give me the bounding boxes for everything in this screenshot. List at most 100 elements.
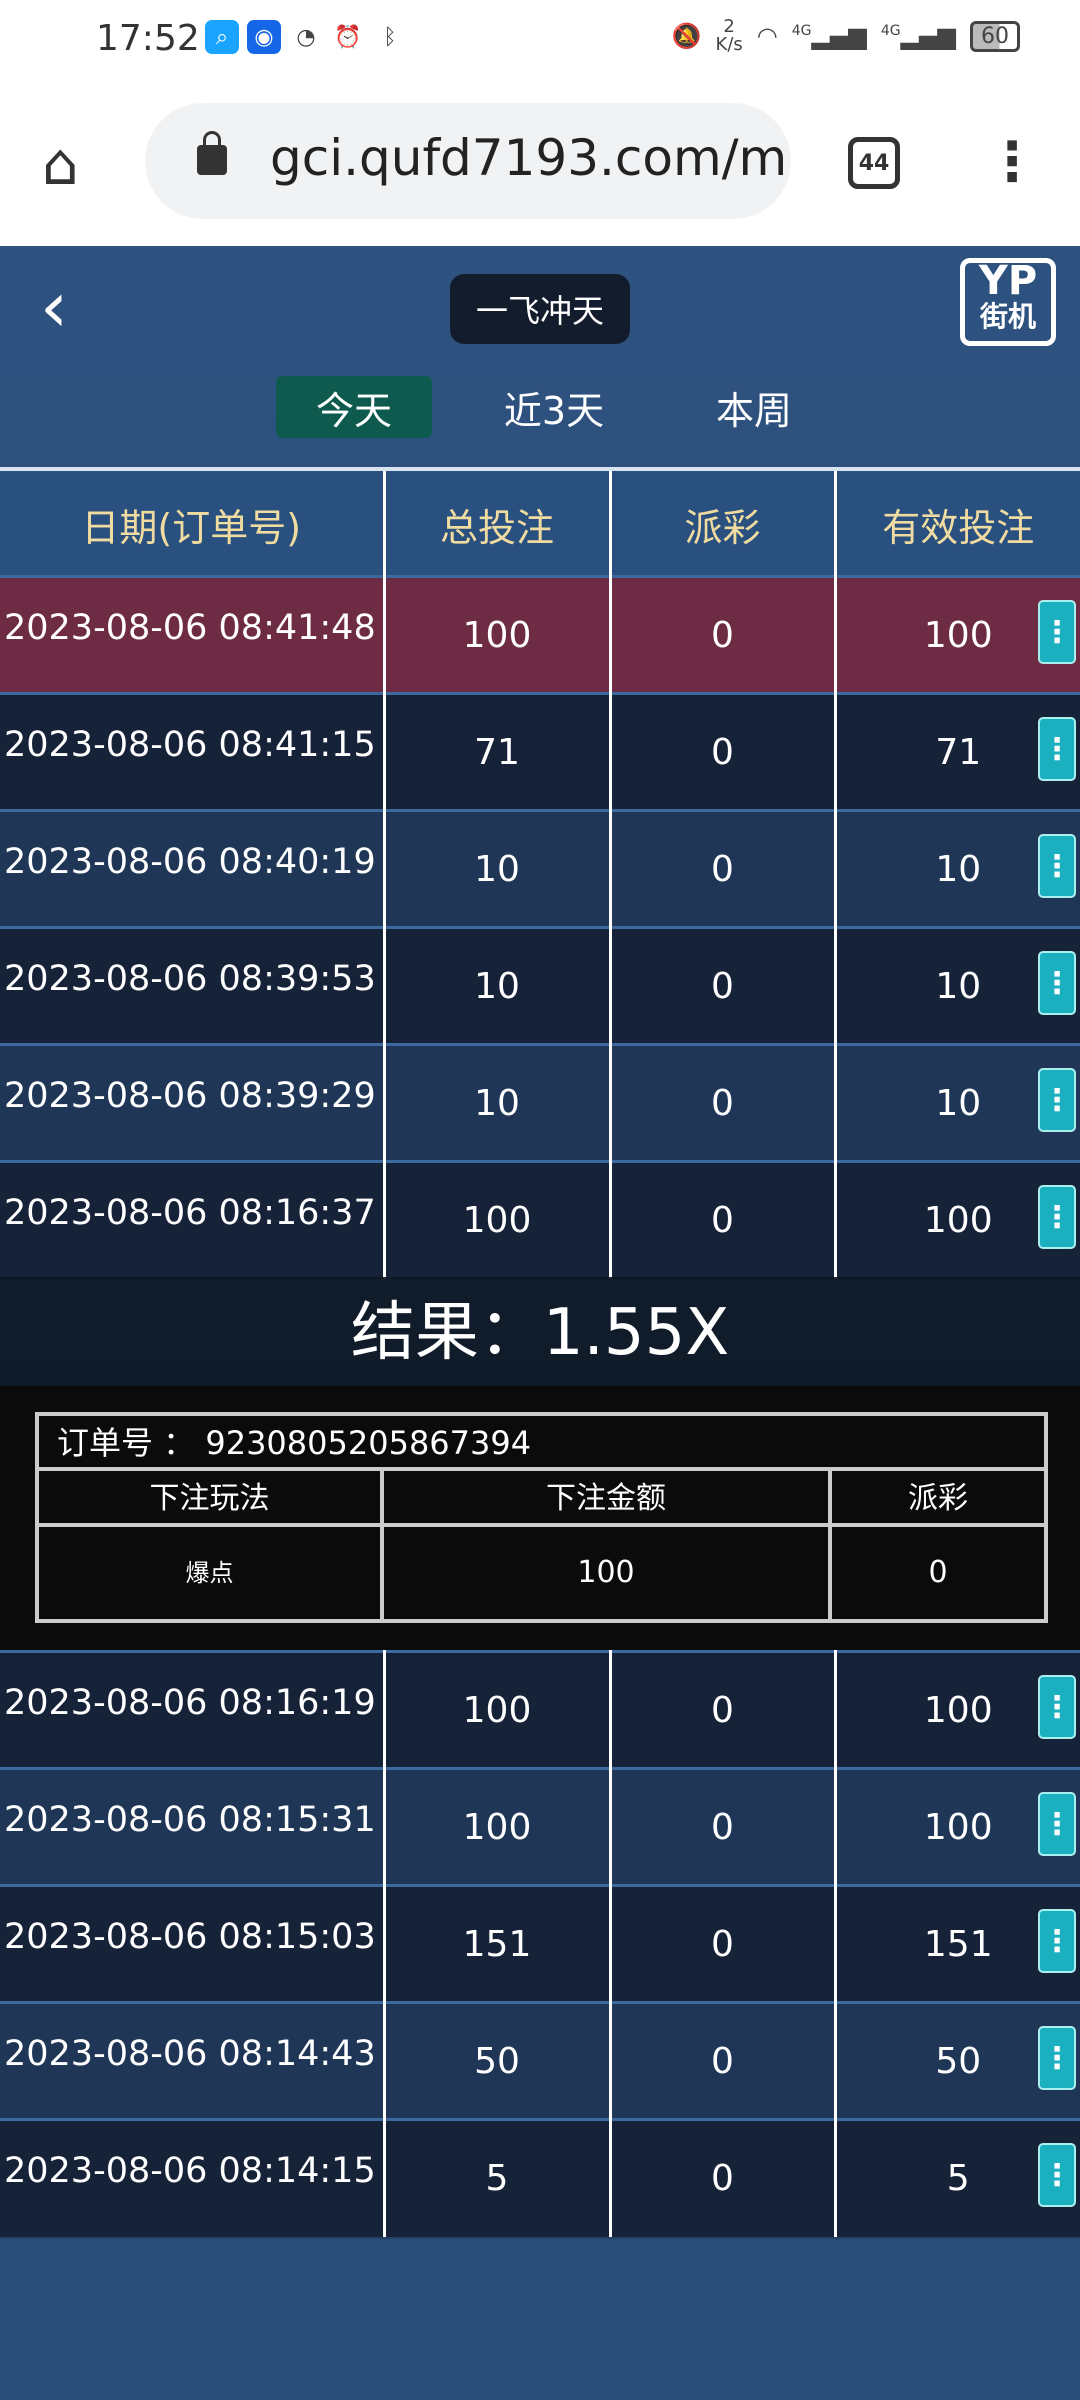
table-row[interactable]: 2023-08-06 08:15:31 100 0 100 ⋮ <box>0 1767 1080 1886</box>
table-row[interactable]: 2023-08-06 08:14:43 50 0 50 ⋮ <box>0 2001 1080 2120</box>
home-icon[interactable]: ⌂ <box>42 130 79 198</box>
table-row[interactable]: 2023-08-06 08:40:19 10 0 10 ⋮ <box>0 809 1080 928</box>
col-date: 日期(订单号) <box>0 467 386 577</box>
row-total-bet: 151 <box>384 1884 612 2003</box>
table-row[interactable]: 2023-08-06 08:39:53 10 0 10 ⋮ <box>0 926 1080 1045</box>
row-date: 2023-08-06 08:40:19 <box>0 809 386 928</box>
page-title: 一飞冲天 <box>450 274 630 344</box>
row-total-bet: 100 <box>384 1650 612 1769</box>
row-date: 2023-08-06 08:39:53 <box>0 926 386 1045</box>
address-bar[interactable]: gci.qufd7193.com/m <box>145 103 791 219</box>
speedometer-icon: ◔ <box>296 24 316 50</box>
row-total-bet: 71 <box>384 692 612 811</box>
row-payout: 0 <box>610 1043 837 1162</box>
more-menu-icon[interactable]: ⋮ <box>985 130 1039 193</box>
records-table-top: 2023-08-06 08:41:48 100 0 100 ⋮ 2023-08-06 08… <box>0 575 1080 1279</box>
table-row[interactable]: 2023-08-06 08:16:19 100 0 100 ⋮ <box>0 1650 1080 1769</box>
speed-unit: K/s <box>715 34 743 55</box>
row-payout: 0 <box>610 575 837 694</box>
row-menu-button[interactable]: ⋮ <box>1038 951 1076 1015</box>
table-row[interactable]: 2023-08-06 08:16:37 100 0 100 ⋮ <box>0 1160 1080 1279</box>
row-payout: 0 <box>610 809 837 928</box>
row-total-bet: 5 <box>384 2118 612 2237</box>
wifi-icon: ◠ <box>756 22 778 50</box>
row-menu-button[interactable]: ⋮ <box>1038 1068 1076 1132</box>
row-payout: 0 <box>610 1767 837 1886</box>
bluetooth-icon: ᛒ <box>383 24 397 50</box>
row-date: 2023-08-06 08:15:31 <box>0 1767 386 1886</box>
row-total-bet: 100 <box>384 575 612 694</box>
url-text: gci.qufd7193.com/m <box>270 129 788 187</box>
row-date: 2023-08-06 08:41:48 <box>0 575 386 694</box>
status-bar: 17:52 ⌕ ◉ ◔ ⏰ ᛒ 🔕 2 K/s ◠ 4G▂▄▆ 4G▂▄▆ 60 <box>0 0 1080 75</box>
row-valid-bet: 50 ⋮ <box>835 2001 1080 2120</box>
signal-icon-2: 4G▂▄▆ <box>880 22 956 50</box>
table-row[interactable]: 2023-08-06 08:14:15 5 0 5 ⋮ <box>0 2118 1080 2237</box>
tab-today[interactable]: 今天 <box>276 376 432 438</box>
row-total-bet: 100 <box>384 1767 612 1886</box>
row-menu-button[interactable]: ⋮ <box>1038 2026 1076 2090</box>
row-valid-bet: 10 ⋮ <box>835 926 1080 1045</box>
net-speed: 2 K/s <box>716 18 743 54</box>
network-label-2: 4G <box>880 23 901 39</box>
row-total-bet: 50 <box>384 2001 612 2120</box>
col-total-bet: 总投注 <box>384 467 612 577</box>
row-payout: 0 <box>610 2001 837 2120</box>
order-detail-panel: 订单号 ： 9230805205867394 下注玩法 下注金额 派彩 爆点 1… <box>0 1386 1080 1650</box>
col-payout: 派彩 <box>610 467 837 577</box>
back-arrow-icon[interactable]: ‹ <box>40 266 68 348</box>
order-number: 订单号 ： 9230805205867394 <box>39 1416 1044 1471</box>
row-date: 2023-08-06 08:14:43 <box>0 2001 386 2120</box>
row-valid-bet: 10 ⋮ <box>835 809 1080 928</box>
row-total-bet: 10 <box>384 1043 612 1162</box>
detail-header-play: 下注玩法 <box>39 1471 384 1523</box>
tab-last-3-days[interactable]: 近3天 <box>503 388 605 433</box>
bulb-app-icon: ◉ <box>247 20 281 54</box>
detail-play: 爆点 <box>39 1527 384 1619</box>
logo-top: YP <box>978 258 1038 304</box>
yp-logo: YP 街机 <box>960 258 1056 346</box>
row-valid-bet: 5 ⋮ <box>835 2118 1080 2237</box>
row-date: 2023-08-06 08:16:37 <box>0 1160 386 1279</box>
row-total-bet: 100 <box>384 1160 612 1279</box>
clock: 17:52 <box>96 18 200 59</box>
row-menu-button[interactable]: ⋮ <box>1038 1792 1076 1856</box>
row-menu-button[interactable]: ⋮ <box>1038 1909 1076 1973</box>
tab-this-week[interactable]: 本周 <box>715 388 792 433</box>
table-row[interactable]: 2023-08-06 08:41:15 71 0 71 ⋮ <box>0 692 1080 811</box>
speed-value: 2 <box>723 16 735 37</box>
table-row[interactable]: 2023-08-06 08:39:29 10 0 10 ⋮ <box>0 1043 1080 1162</box>
row-date: 2023-08-06 08:39:29 <box>0 1043 386 1162</box>
alarm-icon: ⏰ <box>334 24 362 50</box>
browser-toolbar: ⌂ gci.qufd7193.com/m 44 ⋮ <box>0 75 1080 246</box>
row-total-bet: 10 <box>384 926 612 1045</box>
row-valid-bet: 100 ⋮ <box>835 575 1080 694</box>
table-row[interactable]: 2023-08-06 08:41:48 100 0 100 ⋮ <box>0 575 1080 694</box>
row-menu-button[interactable]: ⋮ <box>1038 2143 1076 2207</box>
row-payout: 0 <box>610 1160 837 1279</box>
row-date: 2023-08-06 08:16:19 <box>0 1650 386 1769</box>
signal-icon: 4G▂▄▆ <box>791 22 867 50</box>
tab-switcher-button[interactable]: 44 <box>848 137 900 189</box>
row-valid-bet: 151 ⋮ <box>835 1884 1080 2003</box>
table-row[interactable]: 2023-08-06 08:15:03 151 0 151 ⋮ <box>0 1884 1080 2003</box>
logo-bottom: 街机 <box>979 300 1036 333</box>
row-valid-bet: 100 ⋮ <box>835 1160 1080 1279</box>
app-page: ‹ 一飞冲天 YP 街机 今天 近3天 本周 日期(订单号) 总投注 派彩 有效投… <box>0 246 1080 2400</box>
row-valid-bet: 100 ⋮ <box>835 1650 1080 1769</box>
records-table-bottom: 2023-08-06 08:16:19 100 0 100 ⋮ 2023-08-06 08… <box>0 1650 1080 2237</box>
lock-icon <box>197 131 227 175</box>
row-valid-bet: 71 ⋮ <box>835 692 1080 811</box>
row-menu-button[interactable]: ⋮ <box>1038 600 1076 664</box>
row-menu-button[interactable]: ⋮ <box>1038 1185 1076 1249</box>
detail-amount: 100 <box>384 1527 832 1619</box>
row-menu-button[interactable]: ⋮ <box>1038 834 1076 898</box>
row-payout: 0 <box>610 926 837 1045</box>
detail-payout: 0 <box>928 1555 948 1590</box>
row-payout: 0 <box>610 1650 837 1769</box>
row-menu-button[interactable]: ⋮ <box>1038 717 1076 781</box>
row-payout: 0 <box>610 1884 837 2003</box>
result-banner: 结果：1.55X <box>0 1277 1080 1389</box>
row-menu-button[interactable]: ⋮ <box>1038 1675 1076 1739</box>
records-table-header: 日期(订单号) 总投注 派彩 有效投注 <box>0 467 1080 577</box>
